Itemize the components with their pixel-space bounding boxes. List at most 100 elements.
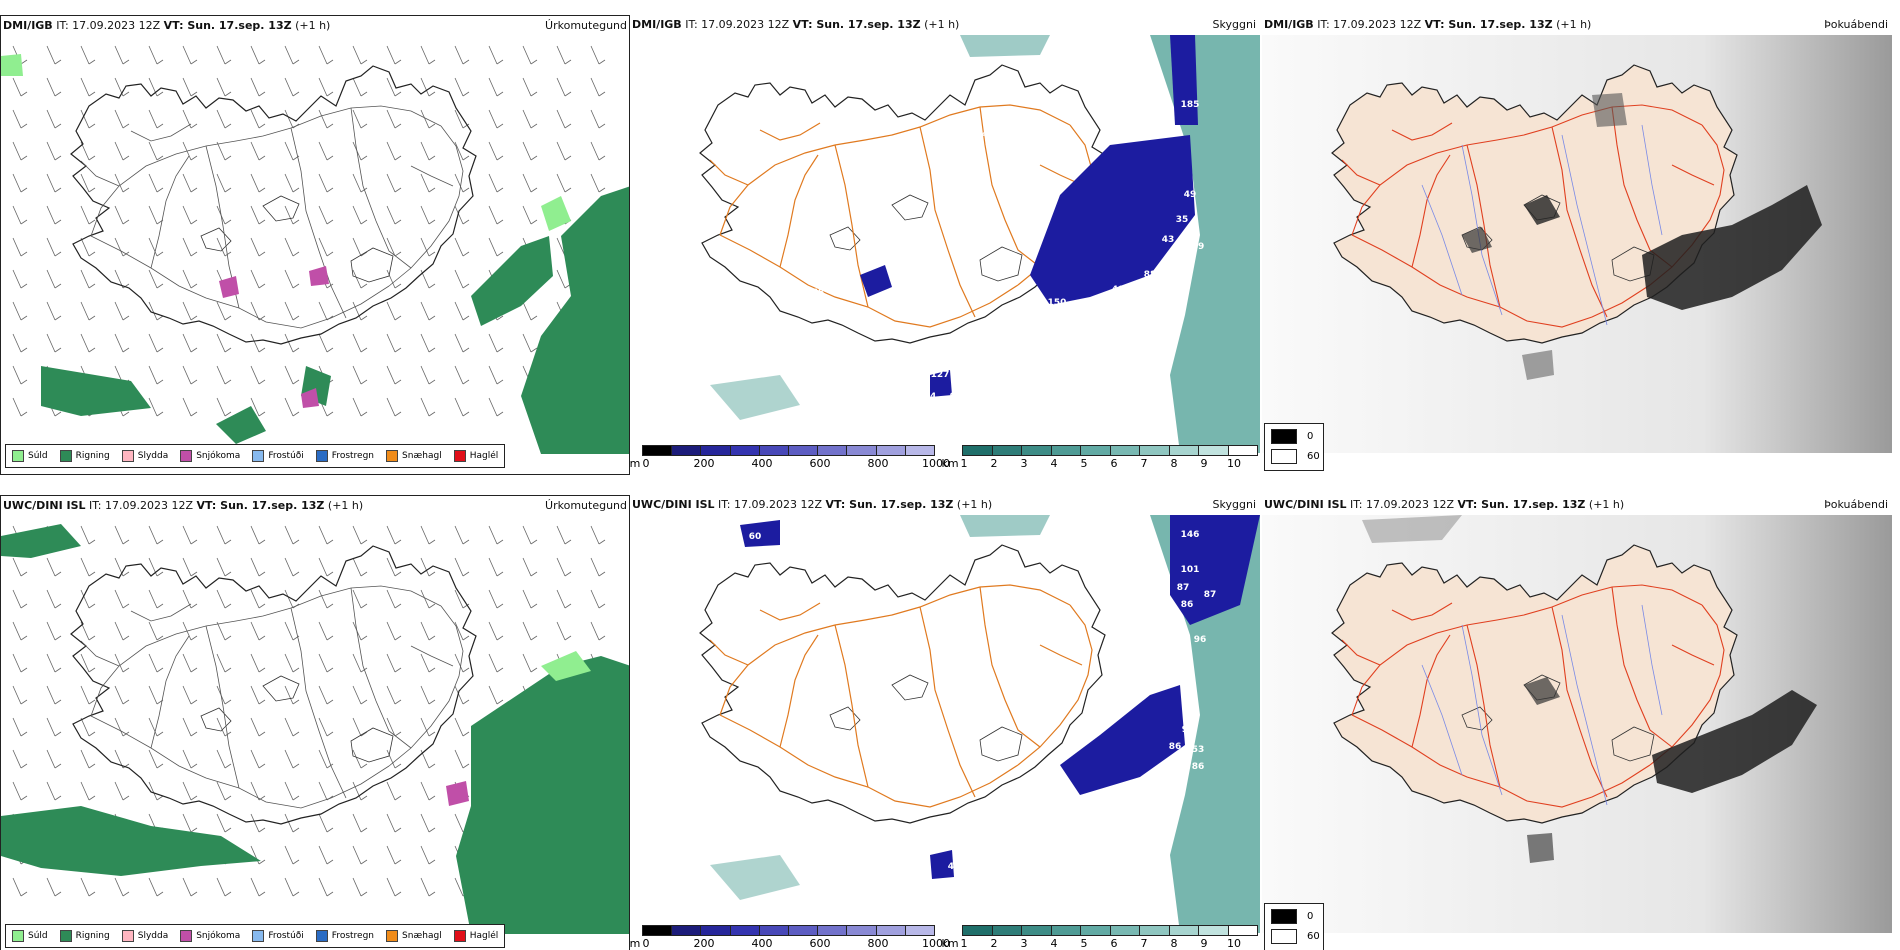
legend-label: Snjókoma [196,451,241,461]
visibility-value: 86 [1168,742,1182,752]
lead-time: (+1 h) [1552,18,1592,31]
iceland-outline [70,65,477,345]
scale-cell [701,926,731,935]
scale-cell [789,926,819,935]
elevation-tick: 400 [751,457,773,470]
scale-cell [1199,446,1229,455]
vis-map [699,35,1260,453]
precip-legend-item: Frostregn [315,930,374,942]
visibility-value: 87 [1203,590,1217,600]
legend-swatch [252,450,265,462]
scale-cell [1140,926,1170,935]
map-area: 185 43 103 49 35 43 49 40 65 88 80 68 46 150 72 59 137 11… [630,35,1260,453]
visibility-sea-fields [710,515,1260,933]
valid-time: VT: Sun. 17.sep. 13Z [163,19,292,32]
visibility-tick: 4 [1050,457,1058,470]
legend-label: Frostregn [331,451,375,461]
precip-legend: Súld Rigning Slydda Snjókoma Frostúði Frostre… [5,444,506,468]
elevation-scale: m 0 200 400 600 800 1000 [630,445,950,471]
wind-barbs [12,45,606,417]
fog-areas [1462,93,1822,380]
model-name: UWC/DINI ISL [1264,498,1347,511]
scale-cell [963,446,993,455]
visibility-tick: 7 [1140,457,1148,470]
scale-cell [701,446,731,455]
elevation-tick: 200 [693,937,715,950]
visibility-value: 49 [1183,190,1197,200]
elevation-tick: 800 [867,937,889,950]
panel-time-info: UWC/DINI ISL IT: 17.09.2023 12Z VT: Sun.… [632,495,992,515]
visibility-value: 48 [1125,790,1139,800]
elevation-tick: 0 [642,457,650,470]
panel-vis-row1: DMI/IGB IT: 17.09.2023 12Z VT: Sun. 17.s… [630,15,1260,475]
scale-cell [818,446,848,455]
panel-fog-row2: UWC/DINI ISL IT: 17.09.2023 12Z VT: Sun.… [1262,495,1892,950]
visibility-low-areas [740,515,1260,879]
visibility-value: 60 [748,532,762,542]
precip-legend-item: Frostúði [252,930,304,942]
legend-swatch [315,450,328,462]
legend-swatch [180,450,193,462]
legend-swatch [386,450,399,462]
precip-legend-item: Slydda [121,450,168,462]
scale-cell [992,446,1022,455]
fog-legend-label: 60 [1307,931,1320,942]
lead-time: (+1 h) [953,498,993,511]
elevation-scale-cells [642,925,935,936]
panel-title: Skyggni [1212,18,1256,31]
scale-cell [643,446,673,455]
precip-legend-item: Haglél [453,930,499,942]
legend-label: Snjókoma [196,931,241,941]
precip-legend-item: Haglél [453,450,498,462]
visibility-scale: km 1 2 3 4 5 6 7 8 9 10 [941,925,1258,950]
visibility-value: 146 [1180,530,1200,540]
visibility-value: 49 [1191,242,1205,252]
legend-swatch [121,930,134,942]
precip-legend-item: Snjókoma [180,450,240,462]
visibility-value: 43 [1171,772,1185,782]
panel-header: DMI/IGB IT: 17.09.2023 12Z VT: Sun. 17.s… [1,16,629,36]
legend-label: Haglél [469,931,499,941]
elevation-tick: 1000 [922,457,950,470]
scale-cell [1081,446,1111,455]
scale-cell [876,446,906,455]
model-name: DMI/IGB [3,19,53,32]
visibility-value: 74 [923,392,937,402]
precip-legend-item: Súld [12,930,48,942]
precip-legend-item: Rigning [59,930,110,942]
elevation-scale: m 0 200 400 600 800 1000 [630,925,950,950]
elevation-tick: 0 [642,937,650,950]
visibility-unit: km [941,937,959,950]
visibility-tick: 1 [960,457,968,470]
legend-swatch [12,450,24,462]
panel-title: Skyggni [1212,498,1256,511]
legend-label: Rigning [75,931,110,941]
scale-cell [1051,926,1081,935]
iceland-outline [699,64,1106,344]
elevation-tick: 1000 [922,937,950,950]
scale-cell [1051,446,1081,455]
visibility-value: 43 [981,130,995,140]
visibility-value: 90 [1181,725,1195,735]
scale-cell [672,446,702,455]
elevation-unit: m [630,937,641,950]
visibility-value: 53 [1191,745,1205,755]
scale-cell [730,926,760,935]
fog-legend-row: 0 [1271,909,1313,924]
visibility-value: 65 [1171,262,1185,272]
fog-legend: 0 60 [1264,903,1324,950]
visibility-value: 42 [947,862,961,872]
visibility-scale-labels: km 1 2 3 4 5 6 7 8 9 10 [941,936,1258,950]
valid-time: VT: Sun. 17.sep. 13Z [825,498,954,511]
valid-time: VT: Sun. 17.sep. 13Z [1424,18,1553,31]
visibility-value: 137 [1010,320,1030,330]
panel-header: UWC/DINI ISL IT: 17.09.2023 12Z VT: Sun.… [630,495,1260,515]
lead-time: (+1 h) [920,18,960,31]
legend-swatch [12,930,24,942]
precip-legend: Súld Rigning Slydda Snjókoma Frostúði Frostre… [5,924,506,948]
lead-time: (+1 h) [291,19,331,32]
scale-cell [905,926,935,935]
scale-cell [818,926,848,935]
visibility-value: 65 [1061,800,1075,810]
elevation-scale-cells [642,445,935,456]
